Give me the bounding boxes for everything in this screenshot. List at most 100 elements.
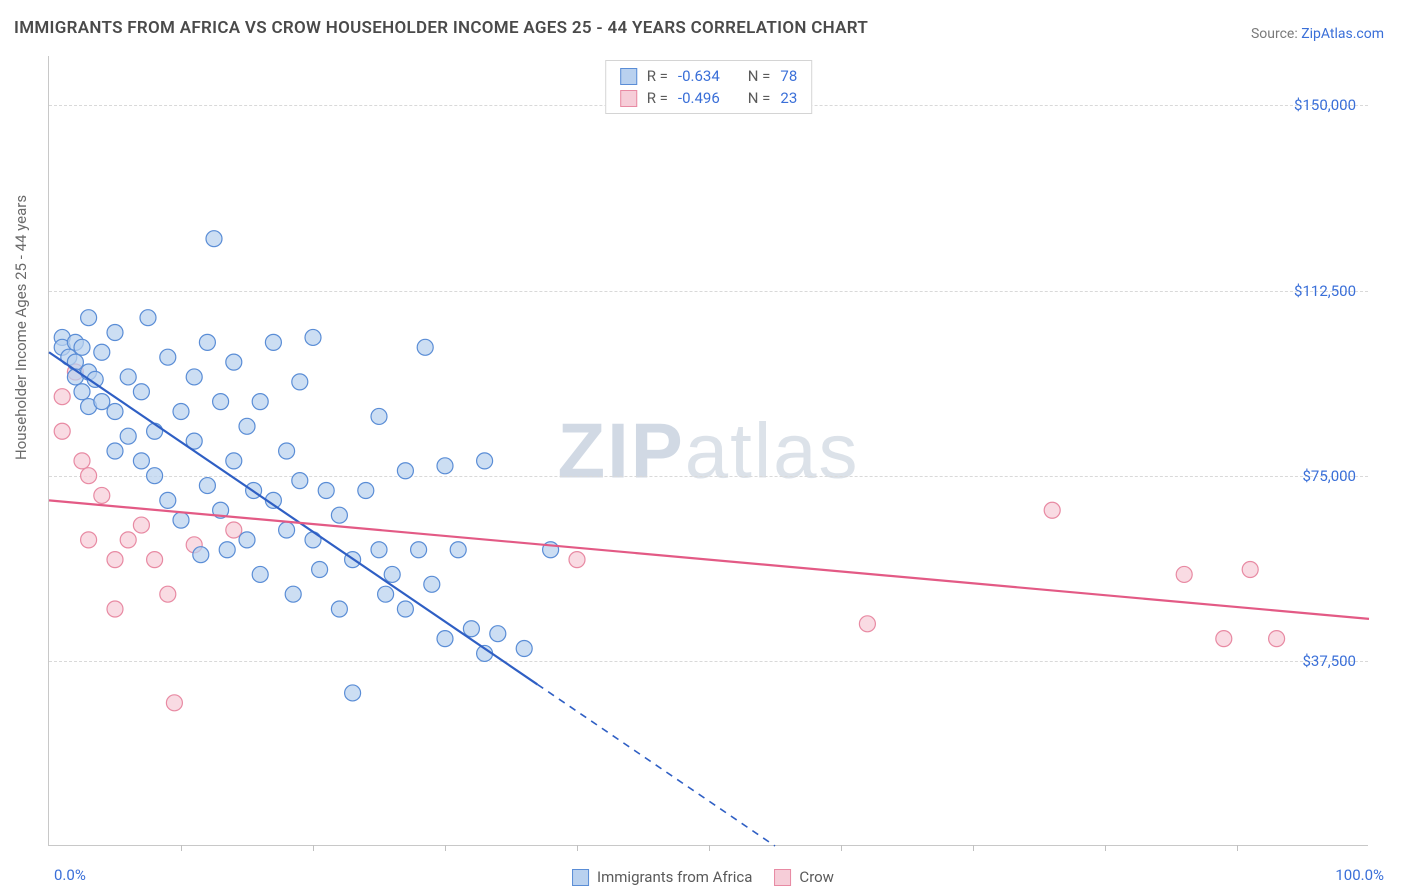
scatter-point-crow [1216,631,1232,647]
legend-bottom-swatch-africa [572,869,589,886]
xtick [973,845,974,851]
scatter-point-africa [371,408,387,424]
scatter-point-africa [292,473,308,489]
scatter-point-africa [331,601,347,617]
scatter-point-africa [279,443,295,459]
scatter-point-africa [120,428,136,444]
scatter-point-africa [107,404,123,420]
n-value-africa: 78 [780,67,797,85]
legend-swatch-africa [620,68,637,85]
scatter-point-africa [226,354,242,370]
scatter-point-crow [54,423,70,439]
scatter-point-africa [147,468,163,484]
scatter-point-crow [1044,502,1060,518]
scatter-point-africa [437,631,453,647]
scatter-point-africa [193,547,209,563]
legend-top-row-crow: R = -0.496 N = 23 [606,87,812,109]
scatter-point-africa [74,339,90,355]
scatter-point-africa [424,576,440,592]
x-axis-label-max: 100.0% [1335,866,1384,884]
scatter-point-africa [378,586,394,602]
scatter-point-africa [239,532,255,548]
scatter-point-africa [265,334,281,350]
scatter-point-africa [107,443,123,459]
scatter-point-crow [226,522,242,538]
r-label-africa: R = [647,67,668,85]
scatter-point-africa [74,384,90,400]
source-attribution: Source: ZipAtlas.com [1251,26,1384,42]
scatter-point-crow [1242,562,1258,578]
scatter-point-crow [94,487,110,503]
scatter-point-crow [107,601,123,617]
xtick [313,845,314,851]
scatter-chart-svg [49,56,1368,845]
scatter-point-africa [252,566,268,582]
scatter-point-africa [345,685,361,701]
scatter-point-africa [318,483,334,499]
n-value-crow: 23 [780,89,797,107]
legend-top-row-africa: R = -0.634 N = 78 [606,65,812,87]
scatter-point-africa [397,463,413,479]
scatter-point-africa [173,404,189,420]
scatter-point-africa [213,394,229,410]
scatter-point-africa [417,339,433,355]
scatter-point-africa [463,621,479,637]
xtick [181,845,182,851]
scatter-point-africa [173,512,189,528]
scatter-point-africa [411,542,427,558]
scatter-point-africa [279,522,295,538]
scatter-point-africa [147,423,163,439]
scatter-point-crow [1176,566,1192,582]
scatter-point-crow [569,552,585,568]
trend-line-africa [49,352,537,684]
scatter-point-africa [219,542,235,558]
scatter-point-crow [74,453,90,469]
source-link[interactable]: ZipAtlas.com [1301,26,1384,42]
scatter-point-crow [120,532,136,548]
source-prefix: Source: [1251,26,1301,42]
scatter-point-africa [312,562,328,578]
xtick [1237,845,1238,851]
scatter-point-africa [358,483,374,499]
scatter-point-africa [305,329,321,345]
chart-title: IMMIGRANTS FROM AFRICA VS CROW HOUSEHOLD… [14,18,868,38]
scatter-point-africa [384,566,400,582]
scatter-point-africa [186,369,202,385]
trend-line-crow [49,500,1369,619]
scatter-point-africa [81,310,97,326]
legend-top: R = -0.634 N = 78 R = -0.496 N = 23 [605,60,813,114]
scatter-point-africa [490,626,506,642]
scatter-point-africa [226,453,242,469]
r-label-crow: R = [647,89,668,107]
scatter-point-africa [94,344,110,360]
scatter-point-crow [107,552,123,568]
scatter-point-africa [516,641,532,657]
scatter-point-crow [54,389,70,405]
y-axis-label: Householder Income Ages 25 - 44 years [12,195,30,460]
scatter-point-crow [81,468,97,484]
x-axis-label-min: 0.0% [54,866,86,884]
legend-bottom: Immigrants from Africa Crow [572,868,834,886]
scatter-point-africa [133,453,149,469]
scatter-point-africa [199,478,215,494]
scatter-point-africa [94,394,110,410]
scatter-point-africa [252,394,268,410]
scatter-point-crow [133,517,149,533]
trend-line-extrap-africa [537,684,775,846]
legend-bottom-label-africa: Immigrants from Africa [597,868,752,886]
scatter-point-africa [397,601,413,617]
scatter-point-crow [147,552,163,568]
r-value-africa: -0.634 [678,67,720,85]
xtick [577,845,578,851]
scatter-point-africa [160,349,176,365]
scatter-point-crow [859,616,875,632]
scatter-point-africa [120,369,136,385]
xtick [1105,845,1106,851]
legend-bottom-swatch-crow [774,869,791,886]
scatter-point-crow [1269,631,1285,647]
legend-bottom-label-crow: Crow [799,868,834,886]
scatter-point-africa [107,325,123,341]
scatter-point-africa [437,458,453,474]
legend-swatch-crow [620,90,637,107]
n-label-africa: N = [748,67,771,85]
